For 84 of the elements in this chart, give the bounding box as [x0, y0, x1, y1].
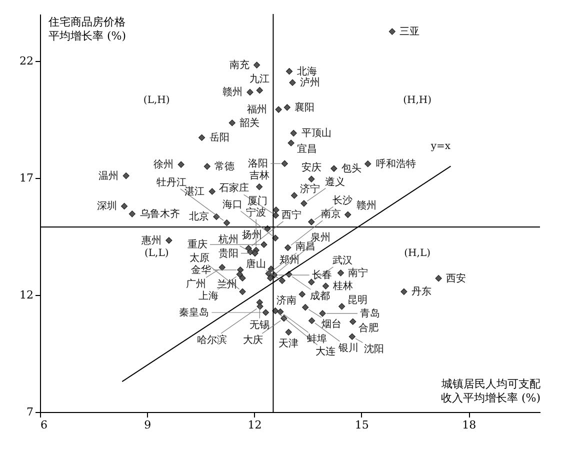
annotation: 深圳 [96, 200, 117, 212]
annotation: 成都 [310, 290, 330, 302]
y-tick-label: 12 [20, 288, 34, 302]
annotation: (L,L) [144, 248, 169, 260]
annotation: 青岛 [360, 307, 380, 320]
annotation: 南宁 [348, 266, 368, 279]
annotation: (L,H) [143, 94, 170, 106]
annotation: 银川 [337, 342, 358, 354]
x-tick-label: 12 [248, 418, 262, 432]
annotation: 重庆 [187, 238, 208, 251]
annotation: 长春 [312, 269, 332, 282]
annotation: 郑州 [280, 254, 300, 266]
annotation: 广州 [186, 278, 206, 290]
annotation: 包头 [341, 162, 362, 175]
annotation: 宜昌 [296, 143, 317, 156]
annotation: 桂林 [332, 280, 354, 292]
annotation: 合肥 [358, 322, 379, 334]
annotation: 秦皇岛 [178, 306, 209, 318]
annotation: 厦门 [248, 194, 268, 207]
annotation: 扬州 [242, 228, 262, 241]
annotation: 石家庄 [218, 182, 249, 194]
annotation: 遵义 [325, 176, 346, 188]
annotation: 西安 [446, 272, 466, 284]
annotation: 济宁 [300, 183, 320, 196]
annotation: 北京 [188, 210, 209, 223]
annotation: 湛江 [184, 185, 205, 198]
annotation: 上海 [198, 290, 219, 302]
annotation: 唐山 [246, 258, 266, 270]
annotation: 徐州 [154, 158, 174, 171]
annotation: 宁波 [246, 206, 266, 219]
annotation: 乌鲁木齐 [140, 208, 180, 220]
annotation: 大庆 [242, 334, 263, 346]
annotation: 安庆 [301, 162, 322, 174]
annotation: 沈阳 [364, 343, 384, 356]
annotation: 西宁 [282, 208, 302, 221]
x-tick-label: 18 [462, 418, 476, 432]
annotation: 北海 [296, 65, 317, 78]
annotation: 福州 [247, 104, 268, 116]
annotation: 三亚 [400, 26, 420, 38]
annotation: 昆明 [347, 295, 368, 306]
y-tick-label: 7 [26, 406, 34, 418]
annotation: 泸州 [300, 76, 320, 89]
x-tick-label: 6 [40, 418, 48, 432]
annotation: 呼和浩特 [376, 158, 416, 170]
x-axis-title: 城镇居民人均可支配收入平均增长率 (%) [440, 378, 540, 404]
annotation: (H,L) [404, 248, 431, 260]
annotation: 天津 [278, 338, 299, 350]
annotation: 南充 [229, 59, 250, 72]
annotation: 平顶山 [301, 127, 332, 140]
annotation: 南京 [320, 208, 341, 220]
annotation: 兰州 [216, 278, 237, 290]
annotation: 无锡 [250, 320, 270, 331]
annotation: 温州 [98, 170, 119, 182]
annotation: 赣州 [356, 200, 376, 212]
annotation: 金华 [190, 264, 211, 276]
annotation: 丹东 [411, 286, 432, 298]
annotation: y=x [430, 141, 451, 152]
annotation: 常德 [214, 160, 235, 172]
annotation: 吉林 [249, 169, 270, 182]
annotation: 襄阳 [294, 101, 315, 114]
y-tick-label: 17 [20, 171, 34, 184]
annotation: 惠州 [140, 234, 162, 246]
x-tick-label: 9 [144, 418, 152, 432]
annotation: 大连 [315, 345, 336, 358]
annotation: 海口 [222, 198, 242, 211]
annotation: (H,H) [403, 94, 432, 106]
annotation: 济南 [276, 294, 296, 306]
annotation: 哈尔滨 [196, 334, 227, 346]
annotation: 烟台 [322, 318, 342, 330]
annotation: 太原 [190, 252, 210, 264]
x-tick-label: 15 [354, 418, 369, 432]
annotation: 牡丹江 [156, 176, 187, 188]
annotation: 九江 [250, 72, 270, 85]
annotation: 长沙 [332, 194, 353, 206]
annotation: 武汉 [332, 254, 353, 266]
annotation: 韶关 [240, 116, 260, 129]
annotation: 杭州 [217, 233, 238, 246]
annotation: 洛阳 [248, 158, 268, 170]
annotation: 岳阳 [209, 132, 230, 144]
annotation: 贵阳 [218, 247, 238, 260]
y-axis-title: 住宅商品房价格平均增长率 (%) [48, 16, 126, 42]
y-tick-label: 22 [20, 54, 34, 68]
annotation: 蚌埠 [307, 333, 328, 345]
annotation: 赣州 [222, 86, 242, 98]
